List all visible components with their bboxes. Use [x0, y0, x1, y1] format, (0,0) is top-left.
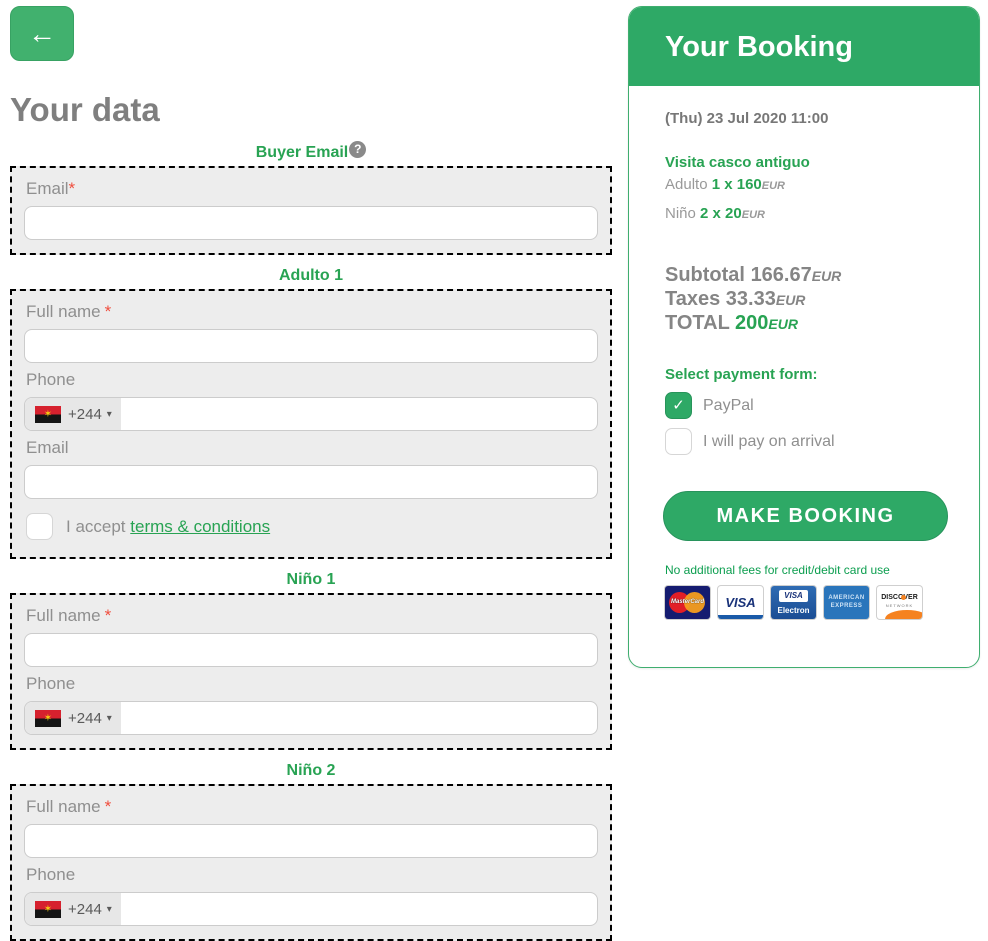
page-title: Your data	[10, 91, 160, 128]
total-line: TOTAL 200EUR	[665, 312, 798, 334]
angola-flag-icon: ✶	[35, 900, 61, 918]
required-asterisk: *	[68, 179, 76, 198]
currency-label: EUR	[741, 209, 765, 221]
check-icon: ✓	[672, 397, 685, 414]
payment-option-pay-on-arrival: I will pay on arrival	[665, 428, 959, 455]
flag-emblem-icon: ✶	[43, 712, 53, 724]
make-booking-button[interactable]: MAKE BOOKING	[663, 491, 948, 541]
field-label-full-name: Full name *	[26, 606, 112, 625]
flag-emblem-icon: ✶	[43, 408, 53, 420]
required-asterisk: *	[104, 302, 112, 321]
field-label-phone: Phone	[26, 674, 76, 693]
nino-2-fullname-input[interactable]	[24, 824, 598, 858]
customer-data-column: ← Your data Buyer Email? Email* Adulto 1…	[10, 0, 612, 941]
discover-icon: DISCOVER NETWORK	[877, 586, 922, 619]
accepted-cards-row: MasterCard VISA VISA Electron AMERICAN E…	[665, 586, 959, 619]
product-name: Visita casco antiguo	[665, 154, 810, 171]
nino-1-section: Full name * Phone ✶ +244 ▾	[10, 593, 612, 750]
currency-label: EUR	[775, 292, 806, 308]
payment-option-paypal: ✓ PayPal	[665, 392, 959, 419]
field-label-phone: Phone	[26, 865, 76, 884]
angola-flag-icon: ✶	[35, 405, 61, 423]
paypal-checkbox[interactable]: ✓	[665, 392, 692, 419]
section-title-nino-1: Niño 1	[286, 571, 336, 588]
payment-option-label: I will pay on arrival	[703, 432, 835, 450]
price-amount: 1 x 160	[711, 176, 762, 193]
required-asterisk: *	[104, 797, 112, 816]
payment-heading: Select payment form:	[665, 366, 818, 383]
currency-label: EUR	[761, 180, 785, 192]
american-express-icon: AMERICAN EXPRESS	[824, 586, 869, 619]
chevron-down-icon: ▾	[106, 903, 112, 915]
angola-flag-icon: ✶	[35, 709, 61, 727]
dial-code: +244	[68, 405, 102, 423]
chevron-down-icon: ▾	[106, 712, 112, 724]
terms-row: I accept terms & conditions	[26, 513, 598, 540]
terms-checkbox[interactable]	[26, 513, 53, 540]
country-code-selector[interactable]: ✶ +244 ▾	[25, 702, 121, 734]
booking-panel-title: Your Booking	[665, 31, 853, 63]
help-icon[interactable]: ?	[349, 141, 367, 158]
field-label-email: Email	[26, 438, 69, 457]
taxes-line: Taxes 33.33EUR	[665, 288, 806, 310]
field-label-full-name: Full name *	[26, 797, 112, 816]
nino-2-section: Full name * Phone ✶ +244 ▾	[10, 784, 612, 941]
booking-datetime: (Thu) 23 Jul 2020 11:00	[665, 110, 829, 127]
section-title-label: Buyer Email	[255, 144, 349, 161]
field-label-full-name: Full name *	[26, 302, 112, 321]
required-asterisk: *	[104, 606, 112, 625]
section-title-buyer-email: Buyer Email?	[10, 141, 612, 162]
pay-on-arrival-checkbox[interactable]	[665, 428, 692, 455]
adulto-1-email-input[interactable]	[24, 465, 598, 499]
adulto-1-fullname-input[interactable]	[24, 329, 598, 363]
field-label-email: Email*	[26, 179, 76, 198]
nino-1-phone-input[interactable]: ✶ +244 ▾	[24, 701, 598, 735]
field-label-phone: Phone	[26, 370, 76, 389]
dial-code: +244	[68, 900, 102, 918]
payment-option-label: PayPal	[703, 396, 754, 414]
chevron-down-icon: ▾	[106, 408, 112, 420]
country-code-selector[interactable]: ✶ +244 ▾	[25, 893, 121, 925]
country-code-selector[interactable]: ✶ +244 ▾	[25, 398, 121, 430]
section-title-nino-2: Niño 2	[286, 762, 336, 779]
fees-note: No additional fees for credit/debit card…	[665, 563, 890, 577]
section-title-adulto-1: Adulto 1	[279, 267, 343, 284]
totals-block: Subtotal 166.67EUR Taxes 33.33EUR TOTAL …	[665, 264, 959, 336]
price-line: Niño 2 x 20EUR	[665, 205, 765, 222]
booking-summary-panel: Your Booking (Thu) 23 Jul 2020 11:00 Vis…	[628, 6, 980, 668]
back-button[interactable]: ←	[10, 6, 74, 61]
flag-emblem-icon: ✶	[43, 903, 53, 915]
visa-icon: VISA	[718, 586, 763, 619]
booking-panel-body: (Thu) 23 Jul 2020 11:00 Visita casco ant…	[629, 110, 979, 643]
terms-label: I accept terms & conditions	[66, 516, 271, 536]
buyer-email-section: Email*	[10, 166, 612, 255]
price-line: Adulto 1 x 160EUR	[665, 176, 785, 193]
adulto-1-phone-input[interactable]: ✶ +244 ▾	[24, 397, 598, 431]
visa-electron-icon: VISA Electron	[771, 586, 816, 619]
currency-label: EUR	[811, 268, 842, 284]
buyer-email-input[interactable]	[24, 206, 598, 240]
currency-label: EUR	[768, 316, 798, 332]
terms-conditions-link[interactable]: terms & conditions	[130, 516, 271, 536]
dial-code: +244	[68, 709, 102, 727]
back-arrow-icon: ←	[28, 17, 56, 49]
adulto-1-section: Full name * Phone ✶ +244 ▾ Email I accept…	[10, 289, 612, 559]
nino-1-fullname-input[interactable]	[24, 633, 598, 667]
price-amount: 2 x 20	[700, 205, 742, 222]
nino-2-phone-input[interactable]: ✶ +244 ▾	[24, 892, 598, 926]
mastercard-icon: MasterCard	[665, 586, 710, 619]
booking-panel-header: Your Booking	[629, 7, 979, 86]
subtotal-line: Subtotal 166.67EUR	[665, 264, 842, 286]
